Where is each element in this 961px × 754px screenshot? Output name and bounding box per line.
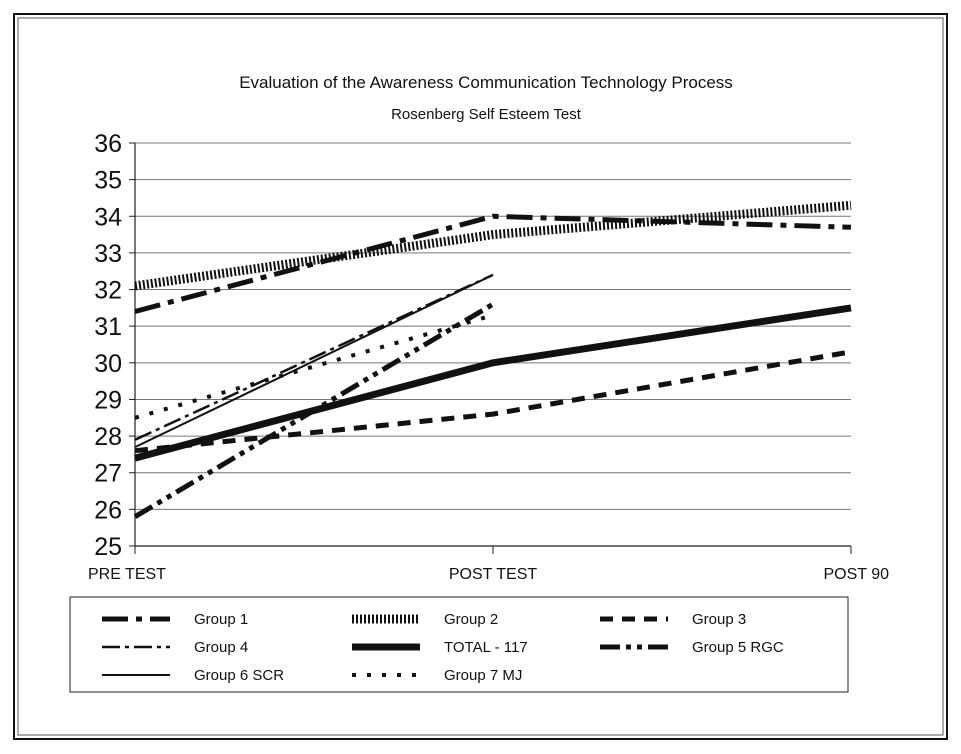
series-line-1 [134,213,852,314]
x-tick-label-0: PRE TEST [88,566,166,583]
y-tick-label-11: 36 [94,130,122,158]
y-tick-label-6: 31 [94,313,122,341]
legend-label-4: Group 4 [194,639,248,656]
y-tick-label-10: 35 [94,167,122,195]
series-line-5 [134,304,852,462]
legend-label-3: Group 3 [692,611,746,628]
y-tick-label-5: 30 [94,350,122,378]
y-tick-label-7: 32 [94,277,122,305]
y-tick-label-9: 34 [94,203,122,231]
legend-box [69,596,849,693]
axes [129,142,852,554]
chart-subtitle: Rosenberg Self Esteem Test [391,106,582,123]
series-line-6 [133,302,495,519]
series-line-8 [134,313,494,420]
y-axis-tick-labels: 25 26 27 28 29 30 31 32 33 34 35 36 [94,130,122,561]
x-tick-label-2: POST 90 [823,566,889,583]
y-tick-label-1: 26 [94,496,122,524]
y-tick-label-4: 29 [94,386,122,414]
y-tick-label-0: 25 [94,533,122,561]
series-line-7 [134,273,494,449]
legend-label-1: Group 1 [194,611,248,628]
chart-title: Evaluation of the Awareness Communicatio… [239,73,733,92]
inner-frame [17,17,944,736]
legend-label-6: Group 5 RGC [692,639,784,656]
y-tick-label-2: 27 [94,460,122,488]
x-axis-tick-labels: PRE TEST POST TEST POST 90 [88,566,889,583]
series-line-2 [134,200,852,291]
series-line-4 [134,273,494,441]
legend-label-7: Group 6 SCR [194,667,284,684]
y-tick-label-8: 33 [94,240,122,268]
legend: Group 1 Group 2 Group 3 Group 4 TOTAL - 117 G… [102,611,784,684]
series-line-3 [134,349,852,454]
legend-label-8: Group 7 MJ [444,667,522,684]
legend-label-2: Group 2 [444,611,498,628]
legend-label-5: TOTAL - 117 [444,639,528,656]
outer-frame [13,13,948,740]
series-lines [133,200,852,519]
y-tick-label-3: 28 [94,423,122,451]
x-tick-label-1: POST TEST [449,566,538,583]
